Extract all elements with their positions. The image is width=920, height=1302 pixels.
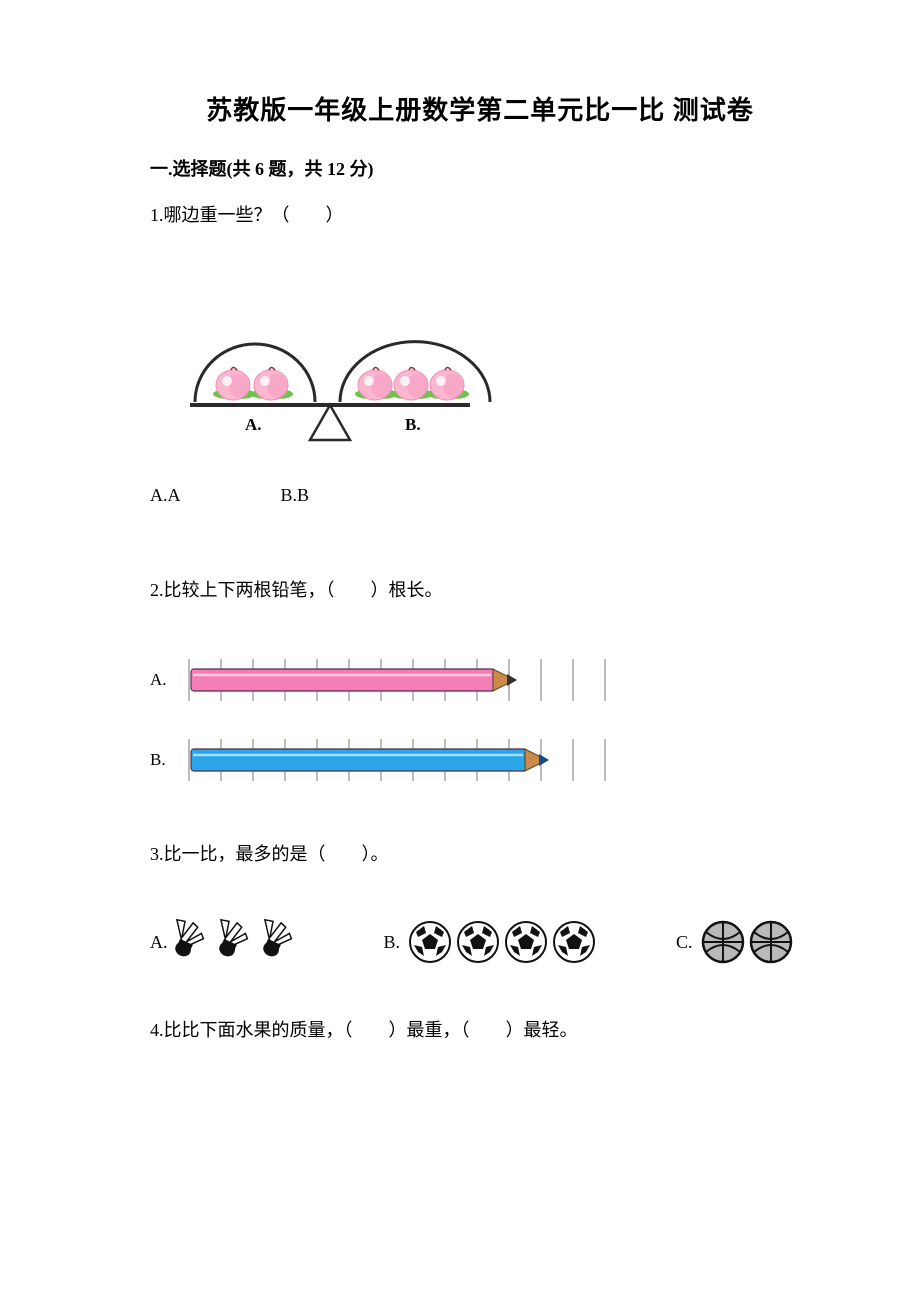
q2-label-b: B. (150, 750, 174, 770)
q1-option-b: B.B (281, 485, 310, 506)
question-1-text: 1.哪边重一些？（ ） (150, 201, 810, 230)
section-heading: 一.选择题(共 6 题，共 12 分) (150, 155, 810, 181)
svg-text:B.: B. (405, 415, 421, 434)
q2-label-a: A. (150, 670, 174, 690)
q1-option-a: A.A (150, 485, 181, 506)
question-3-text: 3.比一比，最多的是（ ）。 (150, 840, 810, 869)
q1-figure: A. B. (150, 290, 810, 455)
q3-label-a: A. (150, 932, 168, 953)
page: 苏教版一年级上册数学第二单元比一比 测试卷 一.选择题(共 6 题，共 12 分… (0, 0, 920, 1302)
q3-label-c: C. (676, 932, 693, 953)
q3-option-b: B. (384, 918, 607, 966)
pencil-b-icon (184, 735, 624, 785)
soccer-group-icon (406, 918, 606, 966)
q3-option-a: A. (150, 918, 314, 966)
q2-pencil-a-row: A. (150, 655, 810, 705)
q2-pencil-b-row: B. (150, 735, 810, 785)
q3-label-b: B. (384, 932, 401, 953)
page-title: 苏教版一年级上册数学第二单元比一比 测试卷 (150, 90, 810, 127)
question-4-text: 4.比比下面水果的质量，（ ）最重，（ ）最轻。 (150, 1016, 810, 1045)
svg-text:A.: A. (245, 415, 262, 434)
balance-scale-icon: A. B. (150, 290, 510, 450)
q3-options: A. B. C. (150, 918, 810, 966)
q3-option-c: C. (676, 918, 799, 966)
q1-options: A.A B.B (150, 485, 810, 506)
pencil-a-icon (184, 655, 624, 705)
basketball-group-icon (699, 918, 799, 966)
shuttlecock-group-icon (174, 918, 314, 966)
question-2-text: 2.比较上下两根铅笔，（ ）根长。 (150, 576, 810, 605)
